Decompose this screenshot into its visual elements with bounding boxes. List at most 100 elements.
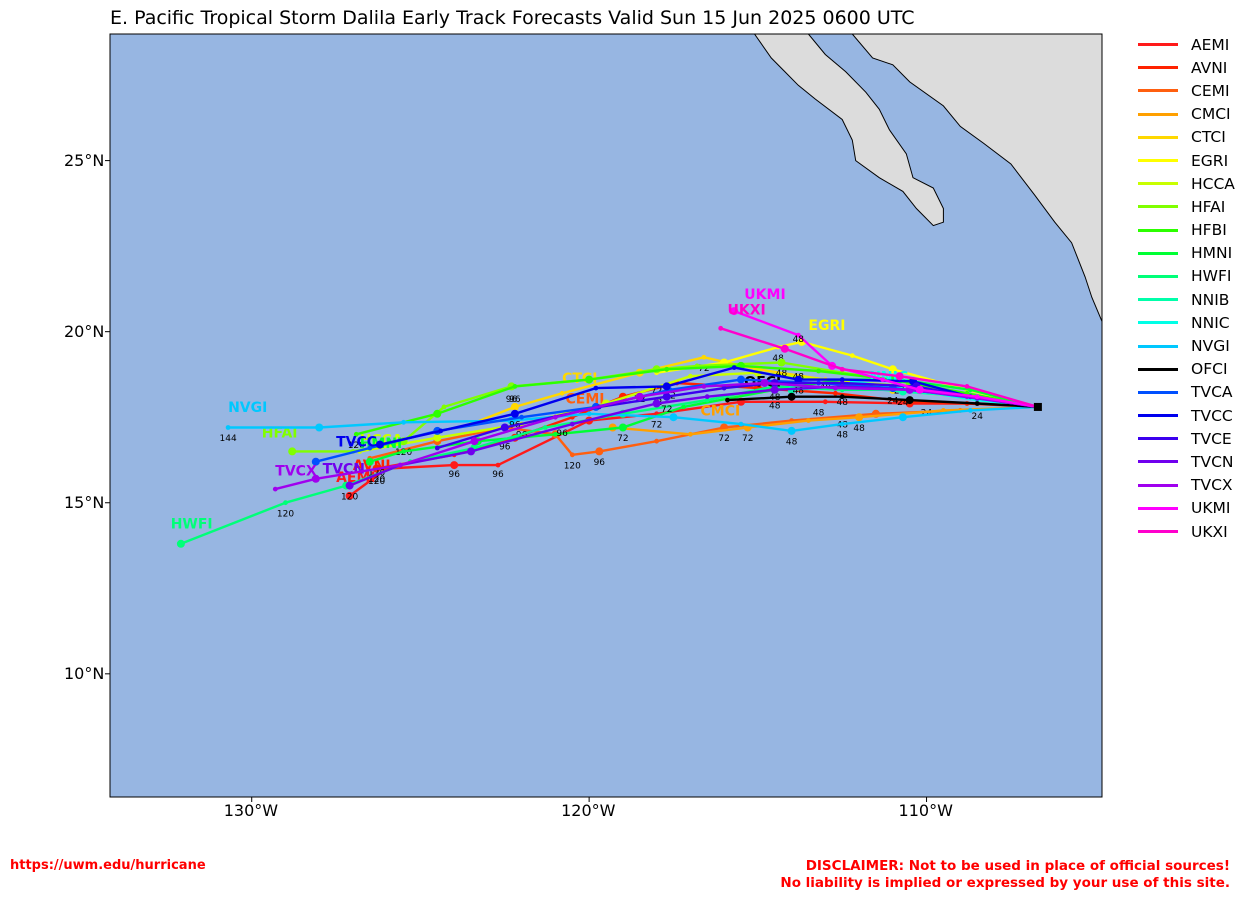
legend-swatch: [1138, 228, 1178, 232]
land-layer: [753, 34, 1102, 322]
forecast-hour-label: 144: [220, 434, 237, 444]
legend-item-tvca: TVCA: [1138, 381, 1235, 404]
track-point: [311, 457, 320, 466]
forecast-hour-label: 48: [776, 369, 788, 379]
track-point: [586, 411, 592, 417]
legend-swatch: [1138, 367, 1178, 371]
legend-swatch: [1138, 390, 1178, 394]
forecast-tracks: 2448729696120AEMI487296120AVNI487296120C…: [171, 287, 1042, 548]
legend-item-ctci: CTCI: [1138, 126, 1235, 149]
legend-label: AEMI: [1191, 35, 1230, 54]
track-point: [731, 365, 737, 370]
forecast-hour-label: 48: [786, 438, 798, 448]
track-point: [569, 452, 575, 458]
track-point: [635, 392, 644, 401]
legend-item-tvcn: TVCN: [1138, 450, 1235, 473]
track-point: [737, 375, 745, 384]
legend-label: OFCI: [1191, 360, 1228, 379]
track-point: [353, 431, 359, 437]
track-point: [559, 390, 565, 396]
track-point: [839, 380, 845, 386]
legend-item-nnib: NNIB: [1138, 288, 1235, 311]
track-point: [401, 419, 406, 425]
forecast-hour-label: 24: [887, 397, 899, 407]
forecast-hour-label: 48: [836, 398, 848, 408]
legend-swatch: [1138, 135, 1178, 139]
track-point: [288, 447, 297, 456]
land-baja: [753, 34, 944, 227]
track-point: [704, 397, 710, 403]
track-point: [450, 461, 459, 470]
legend-item-hwfi: HWFI: [1138, 265, 1235, 288]
forecast-hour-label: 24: [897, 398, 909, 408]
legend-item-tvcc: TVCC: [1138, 404, 1235, 427]
legend-swatch: [1138, 205, 1178, 209]
track-point: [839, 377, 845, 382]
track-point: [512, 384, 518, 389]
track-point: [780, 344, 789, 353]
track-point: [730, 307, 739, 316]
track-point: [441, 404, 447, 410]
legend-item-ukxi: UKXI: [1138, 520, 1235, 543]
track-point: [662, 392, 671, 401]
track-point: [905, 396, 914, 405]
track-point: [964, 384, 970, 389]
forecast-hour-label: 24: [971, 412, 983, 422]
forecast-hour-label: 48: [853, 424, 865, 434]
legend-label: TVCC: [1191, 406, 1233, 425]
track-point: [974, 401, 980, 406]
forecast-hour-label: 72: [651, 386, 662, 396]
forecast-hour-label: 72: [617, 434, 628, 444]
forecast-hour-label: 96: [556, 429, 568, 439]
track-point: [725, 397, 730, 403]
legend-label: HCCA: [1191, 174, 1235, 193]
storm-origin-marker: [1033, 402, 1042, 411]
track-point: [365, 457, 374, 466]
track-ukmi: UKMI: [730, 287, 1039, 409]
legend-swatch: [1138, 182, 1178, 186]
legend-item-nnic: NNIC: [1138, 311, 1235, 334]
y-tick-label: 25°N: [64, 150, 105, 170]
track-point: [375, 440, 384, 449]
track-line: [727, 395, 1038, 409]
axis-ticks: [105, 160, 928, 802]
legend-item-hmni: HMNI: [1138, 242, 1235, 265]
legend-label: NNIC: [1191, 313, 1230, 332]
legend-label: UKMI: [1191, 499, 1231, 518]
track-point: [974, 394, 980, 400]
track-point: [816, 368, 821, 374]
track-line: [720, 327, 1039, 409]
forecast-hour-label: 120: [564, 462, 581, 472]
forecast-hour-label: 96: [492, 470, 504, 480]
legend-swatch: [1138, 483, 1178, 487]
legend-label: HFBI: [1191, 221, 1227, 240]
track-point: [669, 413, 678, 422]
page-title: E. Pacific Tropical Storm Dalila Early T…: [110, 7, 915, 29]
track-point: [760, 379, 769, 387]
forecast-hour-label: 24: [921, 409, 933, 419]
model-name-label: CMCI: [701, 404, 741, 420]
forecast-hour-label: 96: [506, 395, 518, 405]
y-tick-label: 15°N: [64, 492, 105, 512]
legend-swatch: [1138, 506, 1178, 510]
track-line: [228, 405, 1038, 433]
legend-item-hfai: HFAI: [1138, 195, 1235, 218]
track-point: [738, 421, 744, 427]
track-point: [795, 332, 801, 338]
forecast-hour-label: 72: [698, 364, 709, 374]
forecast-hour-label: 96: [499, 443, 511, 453]
track-point: [777, 358, 786, 367]
track-nvgi: 48 48 144 NVGI: [220, 400, 1038, 448]
legend-swatch: [1138, 43, 1178, 47]
track-point: [315, 423, 324, 432]
track-point: [595, 447, 604, 456]
track-point: [688, 373, 693, 379]
footer-url-link[interactable]: https://uwm.edu/hurricane: [10, 858, 206, 873]
track-point: [283, 500, 288, 506]
legend-label: NNIB: [1191, 290, 1230, 309]
forecast-hour-label: 48: [793, 386, 805, 396]
forecast-hour-label: 48: [772, 354, 784, 364]
x-tick-label: 130°W: [223, 801, 279, 820]
legend-item-ofci: OFCI: [1138, 358, 1235, 381]
track-point: [822, 399, 828, 405]
